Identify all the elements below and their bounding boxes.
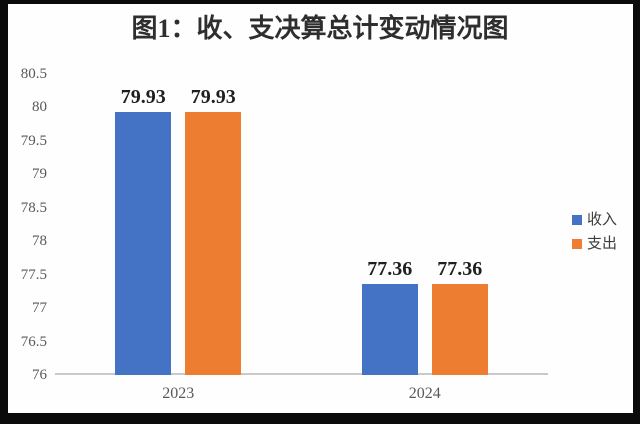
y-axis-tick-label: 76 bbox=[32, 367, 47, 383]
y-axis-tick-label: 77.5 bbox=[20, 266, 47, 283]
y-axis-tick-label: 77 bbox=[32, 300, 47, 317]
y-axis-tick-label: 79.5 bbox=[20, 132, 47, 149]
legend-item-收入: 收入 bbox=[572, 208, 617, 232]
bar-收入-2024 bbox=[361, 284, 418, 375]
y-axis-tick-label: 80.5 bbox=[20, 66, 47, 82]
legend-item-支出: 支出 bbox=[572, 232, 617, 256]
bar-value-label: 77.36 bbox=[367, 258, 413, 281]
y-axis-tick-label: 76.5 bbox=[20, 333, 47, 350]
bar-value-label: 79.93 bbox=[190, 86, 236, 109]
x-axis-category-label: 2024 bbox=[408, 385, 441, 402]
bar-value-label: 77.36 bbox=[437, 258, 483, 281]
legend-swatch-icon bbox=[572, 239, 582, 249]
y-axis-tick-label: 79 bbox=[32, 166, 47, 183]
frame-border-top bbox=[0, 0, 640, 4]
bar-收入-2023 bbox=[115, 112, 172, 375]
y-axis-tick-label: 78.5 bbox=[20, 199, 47, 216]
y-axis-tick-label: 80 bbox=[32, 99, 47, 116]
legend-label: 支出 bbox=[587, 236, 618, 252]
y-axis-tick-label: 78 bbox=[32, 233, 47, 250]
bar-支出-2023 bbox=[185, 112, 242, 375]
frame-border-right bbox=[633, 0, 640, 424]
x-axis-category-label: 2023 bbox=[162, 385, 195, 402]
legend-label: 收入 bbox=[587, 212, 618, 228]
bar-value-label: 79.93 bbox=[120, 86, 166, 109]
chart-title: 图1：收、支决算总计变动情况图 bbox=[131, 14, 509, 43]
x-axis-line bbox=[55, 373, 548, 375]
legend-swatch-icon bbox=[572, 215, 582, 225]
legend: 收入 支出 bbox=[572, 208, 617, 256]
frame-border-bottom bbox=[0, 413, 640, 424]
bar-支出-2024 bbox=[431, 284, 488, 375]
frame-border-left bbox=[0, 0, 8, 424]
